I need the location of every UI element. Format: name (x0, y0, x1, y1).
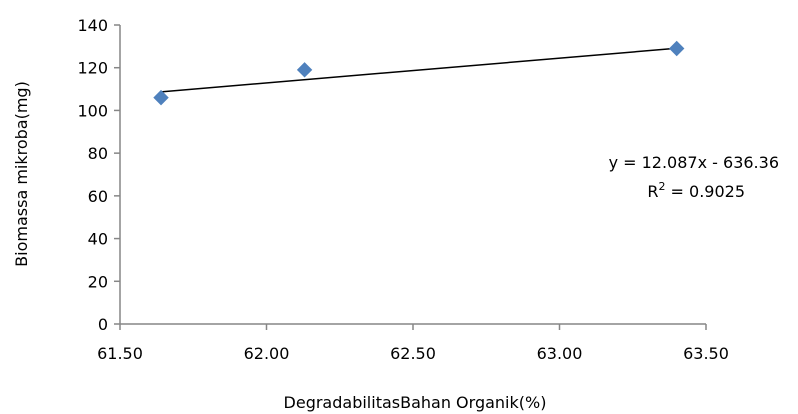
y-tick-label: 140 (77, 16, 108, 35)
y-tick-label: 120 (77, 59, 108, 78)
y-axis-ticks: 0 20 40 60 80 100 120 140 (77, 16, 120, 334)
y-tick-label: 100 (77, 101, 108, 120)
x-tick-label: 63.00 (537, 344, 583, 363)
y-tick-label: 60 (88, 187, 108, 206)
y-tick-label: 0 (98, 315, 108, 334)
equation-label: y = 12.087x - 636.36 (609, 153, 779, 172)
data-point (296, 62, 313, 78)
x-tick-label: 63.50 (683, 344, 729, 363)
data-point (153, 89, 169, 106)
r-squared-superscript: 2 (658, 180, 665, 193)
x-axis-ticks: 61.50 62.00 62.50 63.00 63.50 (97, 324, 729, 363)
x-tick-label: 61.50 (97, 344, 143, 363)
y-tick-label: 40 (88, 230, 108, 249)
r-squared-value: = 0.9025 (665, 182, 745, 201)
data-point (668, 40, 685, 57)
y-tick-label: 80 (88, 144, 108, 163)
x-tick-label: 62.00 (244, 344, 290, 363)
x-axis-title: DegradabilitasBahan Organik(%) (284, 393, 547, 412)
r-squared-label: R2 = 0.9025 (647, 180, 745, 201)
x-tick-label: 62.50 (390, 344, 436, 363)
r-squared-prefix: R (647, 182, 658, 201)
data-points (153, 40, 685, 106)
y-axis-title: Biomassa mikroba(mg) (12, 81, 31, 267)
trendline (160, 47, 677, 93)
y-tick-label: 20 (88, 272, 108, 291)
